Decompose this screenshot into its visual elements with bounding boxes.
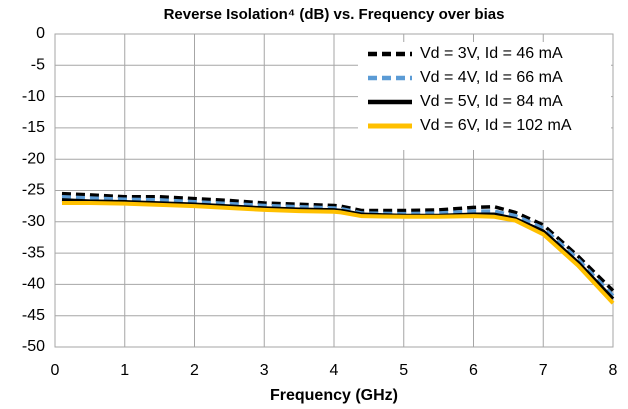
y-tick-label: -10 bbox=[22, 88, 45, 105]
legend-label: Vd = 3V, Id = 46 mA bbox=[420, 45, 563, 62]
y-tick-label: -35 bbox=[22, 244, 45, 261]
data-line bbox=[61, 191, 615, 292]
x-tick-label: 4 bbox=[330, 362, 339, 379]
x-tick-label: 3 bbox=[260, 362, 269, 379]
y-tick-label: -30 bbox=[22, 213, 45, 230]
chart-title: Reverse Isolation⁴ (dB) vs. Frequency ov… bbox=[164, 6, 505, 23]
y-tick-label: -25 bbox=[22, 182, 45, 199]
x-tick-label: 8 bbox=[609, 362, 618, 379]
x-tick-label: 7 bbox=[539, 362, 548, 379]
x-axis-label: Frequency (GHz) bbox=[270, 387, 398, 404]
data-line bbox=[61, 195, 615, 297]
y-tick-label: -40 bbox=[22, 276, 45, 293]
y-tick-label: -15 bbox=[22, 119, 45, 136]
legend-label: Vd = 4V, Id = 66 mA bbox=[420, 69, 563, 86]
y-tick-label: 0 bbox=[36, 25, 45, 42]
y-tick-label: -5 bbox=[31, 57, 45, 74]
y-tick-label: -45 bbox=[22, 307, 45, 324]
x-tick-label: 5 bbox=[399, 362, 408, 379]
x-tick-label: 6 bbox=[469, 362, 478, 379]
y-tick-label: -50 bbox=[22, 338, 45, 355]
legend-box bbox=[358, 42, 611, 150]
x-tick-label: 0 bbox=[51, 362, 60, 379]
x-tick-label: 2 bbox=[190, 362, 199, 379]
legend-label: Vd = 6V, Id = 102 mA bbox=[420, 117, 572, 134]
data-line bbox=[61, 201, 615, 305]
x-tick-label: 1 bbox=[120, 362, 129, 379]
y-tick-label: -20 bbox=[22, 150, 45, 167]
legend-label: Vd = 5V, Id = 84 mA bbox=[420, 93, 563, 110]
